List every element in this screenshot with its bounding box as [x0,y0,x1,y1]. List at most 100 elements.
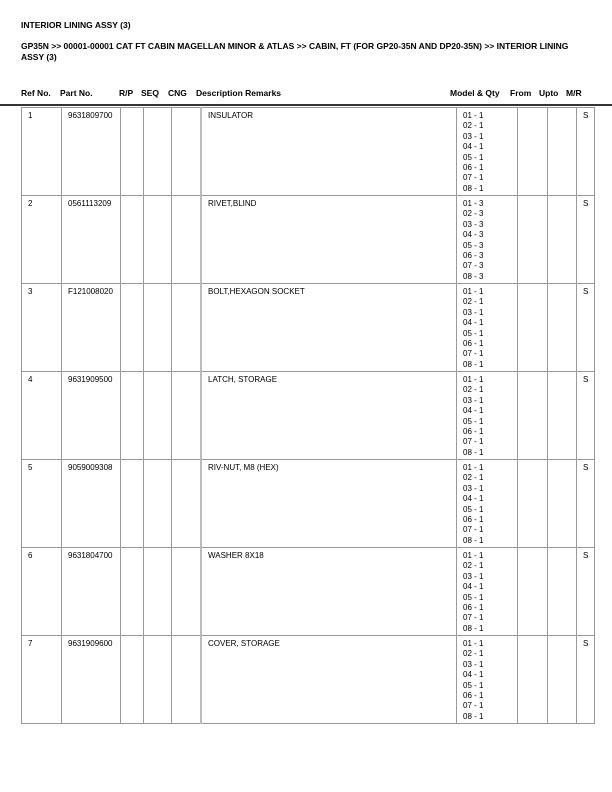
model-qty-line: 02 - 1 [463,561,484,571]
seq-cell [143,635,172,724]
header-desc: Description Remarks [196,88,282,98]
upto-cell [547,635,577,724]
model-qty-line: 03 - 1 [463,395,484,405]
upto-cell [547,283,577,372]
model-qty-line: 08 - 1 [463,535,484,545]
model-qty-line: 03 - 1 [463,571,484,581]
part-number-cell: 9631809700 [61,107,121,196]
model-qty-cell: 01 - 1 02 - 1 03 - 1 04 - 1 05 - 1 06 - 1 07 -… [456,371,518,460]
rp-cell [120,107,144,196]
parts-table: 1 9631809700 INSULATOR 01 - 1 02 - 1 03 - 1 04… [21,107,595,724]
model-qty-line: 06 - 1 [463,427,484,437]
seq-cell [143,371,172,460]
table-row: 3 F121008020 BOLT,HEXAGON SOCKET 01 - 1 02 -… [21,283,595,372]
from-cell [517,107,548,196]
model-qty-line: 02 - 1 [463,385,484,395]
description-cell: INSULATOR [200,107,457,196]
seq-cell [143,195,172,284]
ref-cell: 4 [21,371,62,460]
part-number-cell: 0561113209 [61,195,121,284]
part-number-cell: 9631909500 [61,371,121,460]
model-qty-line: 08 - 1 [463,711,484,721]
from-cell [517,371,548,460]
model-qty-line: 07 - 1 [463,349,484,359]
header-model: Model & Qty [450,88,500,98]
header-divider [0,104,612,106]
ref-cell: 3 [21,283,62,372]
model-qty-line: 03 - 1 [463,659,484,669]
model-qty-line: 01 - 1 [463,111,484,120]
upto-cell [547,547,577,636]
ref-cell: 7 [21,635,62,724]
model-qty-line: 04 - 1 [463,670,484,680]
model-qty-line: 03 - 3 [463,219,484,229]
from-cell [517,195,548,284]
model-qty-line: 04 - 1 [463,318,484,328]
model-qty-line: 02 - 1 [463,649,484,659]
model-qty-line: 02 - 1 [463,473,484,483]
model-qty-line: 07 - 1 [463,701,484,711]
cng-cell [171,635,202,724]
model-qty-line: 07 - 1 [463,437,484,447]
header-rp: R/P [119,88,134,98]
page-title: INTERIOR LINING ASSY (3) [21,20,131,30]
model-qty-line: 05 - 1 [463,504,484,514]
part-number-cell: F121008020 [61,283,121,372]
model-qty-line: 07 - 1 [463,525,484,535]
model-qty-line: 04 - 1 [463,582,484,592]
header-seq: SEQ [141,88,159,98]
mr-cell: S [576,547,595,636]
cng-cell [171,547,202,636]
model-qty-line: 08 - 3 [463,271,484,281]
description-cell: BOLT,HEXAGON SOCKET [200,283,457,372]
seq-cell [143,459,172,548]
rp-cell [120,371,144,460]
model-qty-line: 03 - 1 [463,483,484,493]
model-qty-cell: 01 - 1 02 - 1 03 - 1 04 - 1 05 - 1 06 - 1 07 -… [456,283,518,372]
model-qty-line: 07 - 1 [463,613,484,623]
header-ref: Ref No. [21,88,51,98]
model-qty-line: 05 - 1 [463,592,484,602]
model-qty-line: 08 - 1 [463,623,484,633]
seq-cell [143,107,172,196]
model-qty-line: 07 - 3 [463,261,484,271]
from-cell [517,283,548,372]
header-mr: M/R [566,88,582,98]
model-qty-line: 05 - 3 [463,240,484,250]
seq-cell [143,547,172,636]
from-cell [517,547,548,636]
header-from: From [510,88,532,98]
model-qty-line: 05 - 1 [463,152,484,162]
model-qty-line: 08 - 1 [463,359,484,369]
model-qty-line: 01 - 1 [463,287,484,296]
part-number-cell: 9059009308 [61,459,121,548]
header-part: Part No. [60,88,93,98]
model-qty-cell: 01 - 1 02 - 1 03 - 1 04 - 1 05 - 1 06 - 1 07 -… [456,547,518,636]
rp-cell [120,283,144,372]
part-number-cell: 9631909600 [61,635,121,724]
model-qty-line: 01 - 1 [463,375,484,384]
table-row: 5 9059009308 RIV-NUT, M8 (HEX) 01 - 1 02 - 1… [21,459,595,548]
model-qty-line: 08 - 1 [463,447,484,457]
header-upto: Upto [539,88,559,98]
ref-cell: 1 [21,107,62,196]
cng-cell [171,459,202,548]
cng-cell [171,283,202,372]
model-qty-line: 05 - 1 [463,416,484,426]
model-qty-cell: 01 - 1 02 - 1 03 - 1 04 - 1 05 - 1 06 - 1 07 -… [456,107,518,196]
model-qty-line: 06 - 1 [463,515,484,525]
seq-cell [143,283,172,372]
model-qty-line: 04 - 3 [463,230,484,240]
table-row: 7 9631909600 COVER, STORAGE 01 - 1 02 - 1 03 … [21,635,595,724]
model-qty-line: 04 - 1 [463,494,484,504]
mr-cell: S [576,283,595,372]
model-qty-line: 02 - 1 [463,121,484,131]
ref-cell: 5 [21,459,62,548]
model-qty-line: 05 - 1 [463,680,484,690]
model-qty-line: 01 - 1 [463,639,484,648]
model-qty-line: 02 - 1 [463,297,484,307]
model-qty-line: 06 - 1 [463,603,484,613]
description-cell: RIVET,BLIND [200,195,457,284]
ref-cell: 2 [21,195,62,284]
